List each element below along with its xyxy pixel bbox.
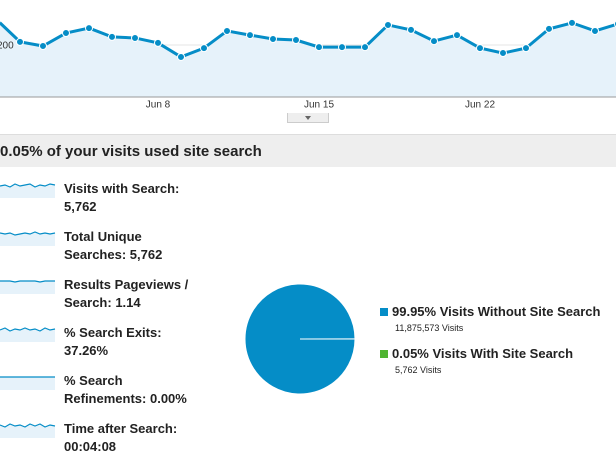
legend-item: 0.05% Visits With Site Search 5,762 Visit… — [380, 346, 573, 375]
sparkline — [0, 183, 56, 198]
line — [0, 20, 616, 59]
legend-item: 99.95% Visits Without Site Search 11,875,… — [380, 304, 600, 333]
metric-value: 1.14 — [115, 295, 141, 310]
point — [39, 42, 47, 51]
sparkline — [0, 280, 55, 294]
metric: Total Unique Searches: 5,762 — [0, 228, 210, 268]
sparkline-line — [0, 183, 56, 188]
metric-label: Visits with Search: — [64, 181, 180, 196]
point — [246, 31, 254, 40]
section-title: 0.05% of your visits used site search — [0, 143, 262, 160]
legend-detail: 11,875,573 Visits — [395, 323, 464, 333]
metric-value: 5,762 — [64, 199, 97, 214]
point — [108, 32, 116, 41]
point — [292, 36, 300, 45]
point — [315, 43, 323, 52]
point — [269, 35, 277, 44]
point — [499, 49, 507, 58]
line-chart: 200 Jun 8 Jun 15 Jun 22 — [0, 17, 616, 111]
point — [200, 44, 208, 53]
point — [154, 38, 162, 47]
metric-value: 37.26% — [64, 343, 109, 358]
pie-chart — [244, 283, 356, 395]
sparkline-area — [0, 232, 55, 246]
metric-text: % Search Refinements: 0.00% — [64, 372, 204, 408]
section-header: 0.05% of your visits used site search — [0, 134, 616, 167]
point — [453, 31, 461, 40]
point — [430, 37, 438, 46]
metric-text: % Search Exits: 37.26% — [64, 324, 204, 360]
sparkline-line — [0, 327, 56, 332]
metric-text: Total Unique Searches: 5,762 — [64, 228, 204, 264]
point — [407, 25, 415, 34]
metric-text: Time after Search: 00:04:08 — [64, 420, 204, 456]
legend-swatch — [380, 350, 388, 358]
area — [0, 22, 616, 97]
metric-label: Time after Search: — [64, 421, 178, 436]
metric-label: % Search Exits: — [64, 325, 162, 340]
sparkline-area — [0, 424, 55, 438]
sparkline-area — [0, 377, 55, 390]
y-tick-label: 200 — [0, 41, 14, 52]
point — [0, 17, 1, 23]
point — [177, 52, 185, 61]
metric: % Search Refinements: 0.00% — [0, 372, 210, 412]
point — [338, 43, 346, 52]
metric: Time after Search: 00:04:08 — [0, 420, 210, 460]
resize-handle[interactable] — [287, 113, 329, 123]
sparkline-area — [0, 184, 55, 198]
point — [223, 26, 231, 35]
point — [361, 43, 369, 52]
legend-swatch — [380, 308, 388, 316]
point — [522, 44, 530, 53]
sparkline — [0, 231, 56, 246]
legend-detail: 5,762 Visits — [395, 365, 442, 375]
legend-label: 0.05% Visits With Site Search — [392, 346, 573, 361]
sparkline-area — [0, 328, 55, 342]
x-tick-label: Jun 22 — [465, 100, 495, 111]
x-tick-label: Jun 15 — [304, 100, 334, 111]
x-tick-label: Jun 8 — [146, 100, 171, 111]
metric-value: 5,762 — [129, 247, 163, 262]
point — [85, 24, 93, 33]
metric: % Search Exits: 37.26% — [0, 324, 210, 364]
legend-label: 99.95% Visits Without Site Search — [392, 304, 600, 319]
metric-value: 00:04:08 — [64, 439, 117, 454]
point — [384, 20, 392, 29]
point — [545, 24, 553, 33]
metric-label: Total Unique Searches: — [64, 229, 142, 262]
sparkline-line — [0, 231, 56, 236]
sparkline-line — [0, 280, 55, 283]
category-name: Visits Without Site Search — [439, 304, 601, 319]
metric: Visits with Search: 5,762 — [0, 180, 210, 220]
sparkline — [0, 376, 55, 390]
value-label: 0.05% — [392, 346, 429, 361]
sparkline — [0, 423, 56, 438]
metric-text: Results Pageviews / Search: 1.14 — [64, 276, 204, 312]
value-label: 99.95% — [392, 304, 437, 319]
metric: Results Pageviews / Search: 1.14 — [0, 276, 210, 316]
point — [131, 33, 139, 42]
point — [568, 18, 576, 27]
point — [476, 44, 484, 53]
category-name: Visits With Site Search — [432, 346, 574, 361]
metric-value: 0.00% — [149, 391, 187, 406]
sparkline-line — [0, 423, 56, 428]
sparkline-area — [0, 281, 55, 294]
point — [591, 26, 599, 35]
sparkline — [0, 327, 56, 342]
point — [62, 29, 70, 38]
metric-label: % Search Refinements: — [64, 373, 147, 406]
point — [16, 37, 24, 46]
metric-label: Results Pageviews / Search: — [64, 277, 189, 310]
metric-text: Visits with Search: 5,762 — [64, 180, 204, 216]
